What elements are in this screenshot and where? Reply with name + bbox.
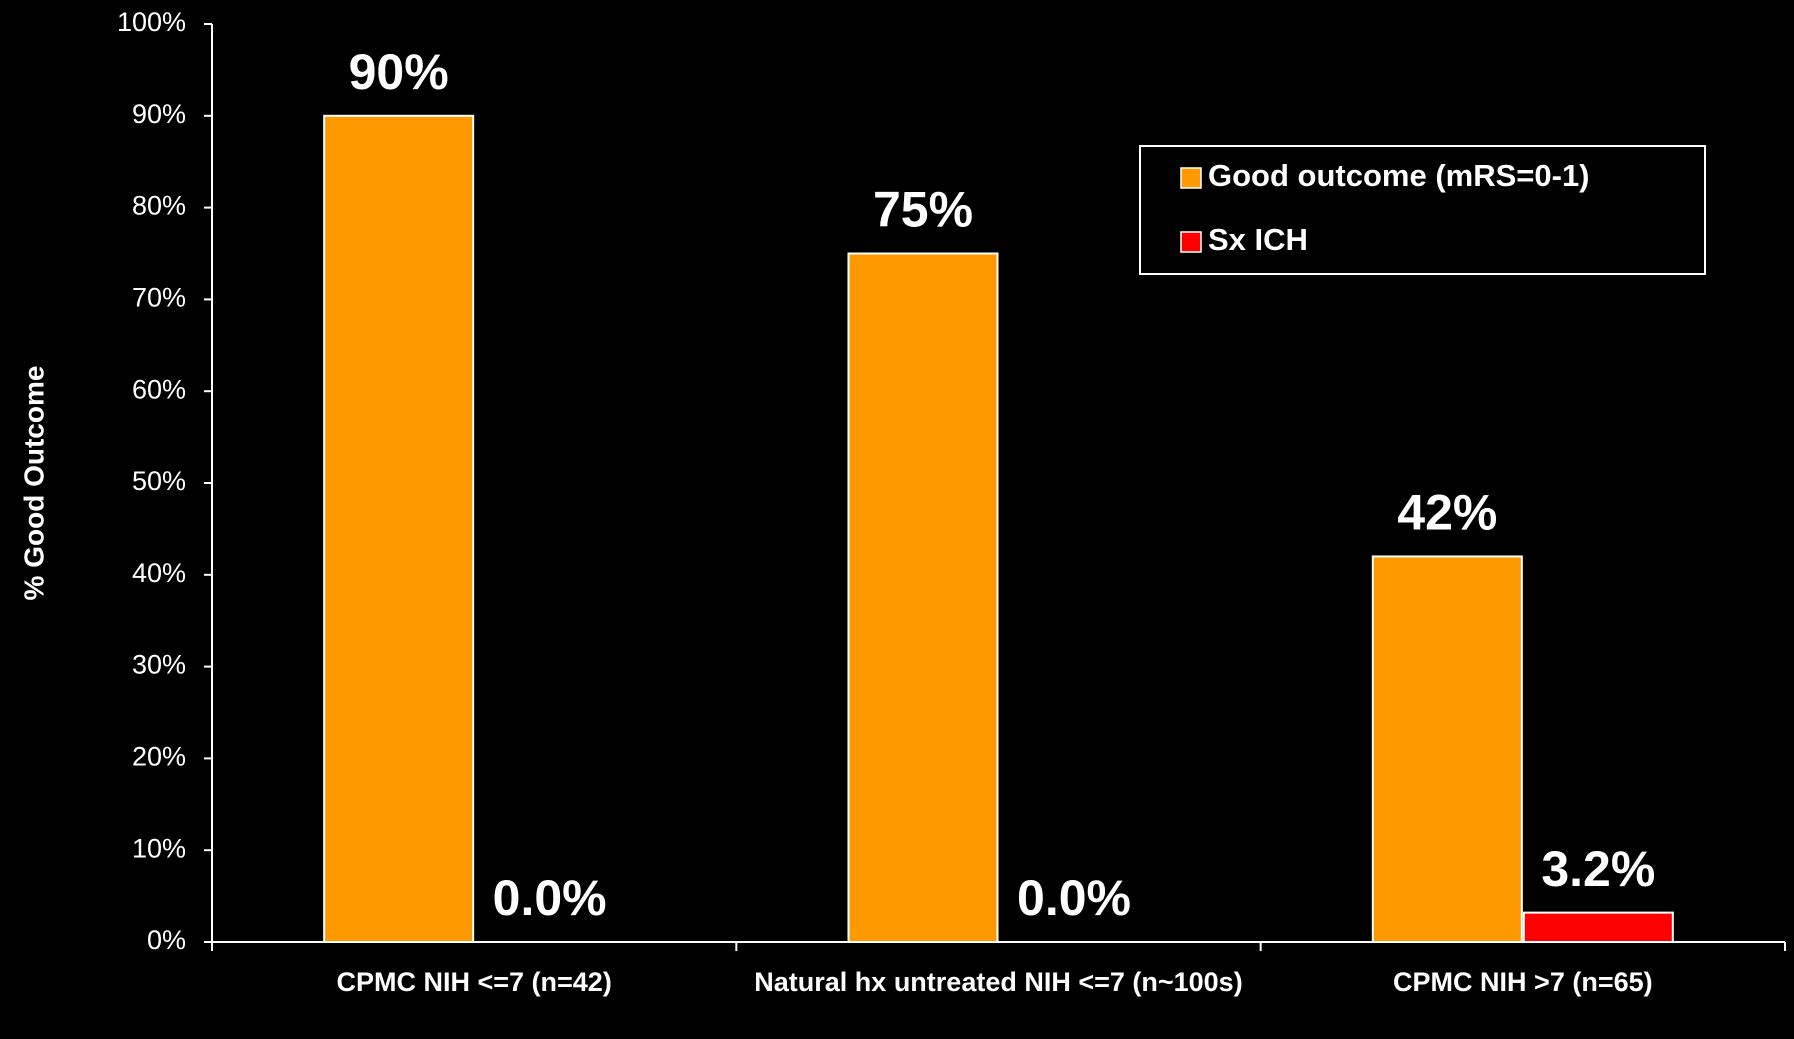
y-axis-title: % Good Outcome: [18, 366, 49, 601]
value-label: 0.0%: [1017, 870, 1131, 926]
value-label: 0.0%: [493, 870, 607, 926]
y-tick-label: 90%: [132, 99, 186, 129]
value-label: 42%: [1397, 485, 1497, 541]
legend-label: Sx ICH: [1208, 222, 1308, 257]
value-label: 3.2%: [1541, 841, 1655, 897]
y-tick-label: 100%: [117, 7, 186, 37]
legend-swatch: [1180, 231, 1202, 253]
bar: [1371, 555, 1523, 943]
legend-label: Good outcome (mRS=0-1): [1208, 158, 1590, 193]
value-label: 75%: [873, 182, 973, 238]
bar: [1522, 911, 1674, 944]
y-tick-label: 50%: [132, 466, 186, 496]
value-label: 90%: [349, 44, 449, 100]
y-tick-label: 40%: [132, 558, 186, 588]
y-tick-label: 20%: [132, 742, 186, 772]
y-tick-label: 0%: [147, 925, 186, 955]
bar: [847, 252, 999, 943]
x-tick-label: CPMC NIH >7 (n=65): [1393, 967, 1653, 997]
y-tick-label: 30%: [132, 650, 186, 680]
bar: [323, 114, 475, 944]
y-tick-label: 70%: [132, 283, 186, 313]
legend-box: [1139, 145, 1706, 275]
x-tick-label: CPMC NIH <=7 (n=42): [336, 967, 612, 997]
y-tick-label: 10%: [132, 833, 186, 863]
y-tick-label: 60%: [132, 374, 186, 404]
legend-swatch: [1180, 167, 1202, 189]
x-tick-label: Natural hx untreated NIH <=7 (n~100s): [754, 967, 1243, 997]
y-tick-label: 80%: [132, 191, 186, 221]
